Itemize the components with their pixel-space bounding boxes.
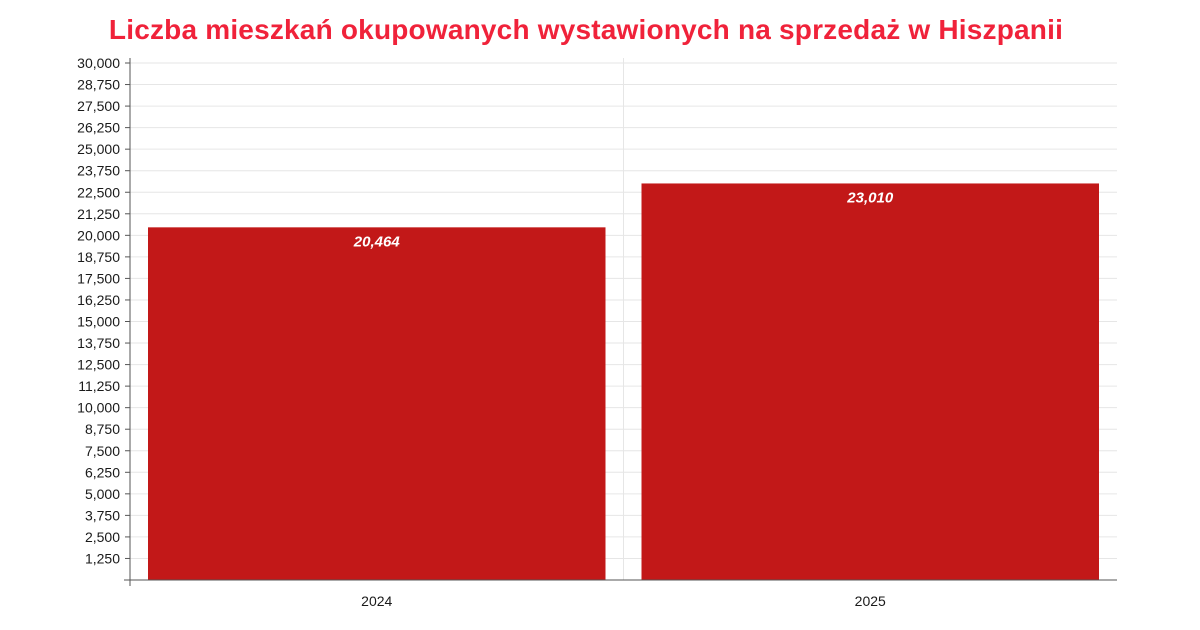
y-tick-label: 20,000	[77, 227, 120, 243]
chart-title: Liczba mieszkań okupowanych wystawionych…	[108, 14, 1064, 45]
y-tick-label: 12,500	[77, 357, 120, 373]
y-tick-label: 23,750	[77, 163, 120, 179]
y-tick-label: 10,000	[77, 400, 120, 416]
y-tick-label: 3,750	[85, 507, 120, 523]
x-tick-label: 2024	[361, 593, 392, 609]
y-tick-label: 21,250	[77, 206, 120, 222]
labels: 1,250 2,500 3,750 5,000 6,250 7,500 8,750 10,00…	[77, 55, 894, 609]
axes	[124, 58, 1117, 586]
y-tick-label: 30,000	[77, 55, 120, 71]
y-tick-label: 28,750	[77, 77, 120, 93]
data-label: 20,464	[353, 233, 401, 250]
y-tick-label: 7,500	[85, 443, 120, 459]
y-tick-label: 27,500	[77, 98, 120, 114]
y-tick-label: 13,750	[77, 335, 120, 351]
y-tick-label: 5,000	[85, 486, 120, 502]
y-tick-label: 16,250	[77, 292, 120, 308]
x-tick-label: 2025	[855, 593, 886, 609]
data-label: 23,010	[846, 189, 894, 206]
bars	[148, 183, 1099, 580]
y-tick-label: 22,500	[77, 184, 120, 200]
y-tick-label: 25,000	[77, 141, 120, 157]
bar	[641, 183, 1099, 580]
y-tick-label: 18,750	[77, 249, 120, 265]
y-tick-label: 6,250	[85, 464, 120, 480]
y-tick-label: 11,250	[78, 378, 120, 394]
y-tick-label: 1,250	[85, 550, 120, 566]
y-tick-label: 15,000	[77, 314, 120, 330]
y-tick-label: 8,750	[85, 421, 120, 437]
y-tick-label: 2,500	[85, 529, 120, 545]
y-tick-label: 17,500	[77, 270, 120, 286]
y-tick-label: 26,250	[77, 120, 120, 136]
bar	[148, 227, 606, 580]
